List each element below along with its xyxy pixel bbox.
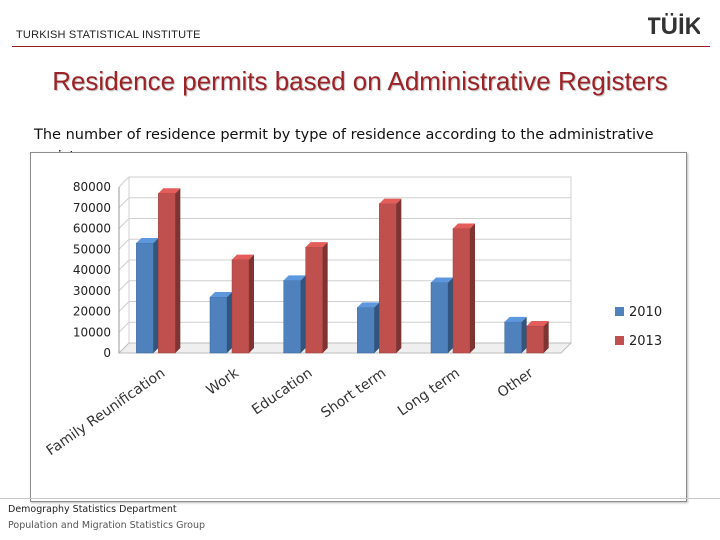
legend-swatch <box>615 307 624 316</box>
bar-top <box>136 238 159 244</box>
bar-top <box>283 275 306 281</box>
bar-side <box>396 198 402 353</box>
bar-side <box>249 254 254 353</box>
bar <box>136 242 154 354</box>
bar-top <box>526 321 549 327</box>
y-tick-label: 20000 <box>73 305 111 319</box>
y-tick-label: 30000 <box>73 284 111 298</box>
bar-side <box>521 316 527 353</box>
x-tick-label: Long term <box>395 365 463 419</box>
bar-side <box>470 223 475 353</box>
footer-group: Population and Migration Statistics Grou… <box>8 520 206 531</box>
gridline <box>118 280 571 292</box>
legend-swatch <box>615 336 624 345</box>
bar-top <box>158 188 181 194</box>
bar <box>379 203 397 354</box>
bar-top <box>305 242 328 248</box>
x-tick-label: Education <box>249 365 315 418</box>
y-tick-label: 50000 <box>73 242 111 256</box>
x-tick-label: Family Reunification <box>44 365 168 459</box>
bar-side <box>322 242 328 353</box>
page-title: Residence permits based on Administrativ… <box>52 66 668 96</box>
y-tick-label: 40000 <box>73 263 111 277</box>
bar-top <box>431 277 453 283</box>
bar-side <box>153 238 159 353</box>
bar <box>452 228 471 354</box>
bar-side <box>300 275 306 353</box>
bar <box>158 192 176 354</box>
bar <box>305 246 323 354</box>
y-tick-label: 10000 <box>73 325 111 339</box>
bar-top <box>453 223 475 229</box>
bar-side <box>175 188 181 353</box>
tuik-logo-lettering: TÜİK <box>648 13 700 40</box>
bar <box>526 325 544 354</box>
x-tick-label: Work <box>204 365 243 399</box>
legend-label: 2010 <box>629 305 662 320</box>
chart-floor <box>117 342 573 354</box>
bar-chart: 0 10000 20000 30000 40000 50000 60000 70000 8000… <box>44 176 662 459</box>
gridline <box>118 238 571 250</box>
y-tick-label: 60000 <box>73 222 111 236</box>
bar-top <box>232 254 254 260</box>
bar-top <box>357 302 380 308</box>
tuik-logo: TÜİK <box>648 13 700 40</box>
header-rule <box>12 46 710 47</box>
bar-top <box>504 316 527 322</box>
gridline <box>118 301 571 312</box>
gridline <box>118 197 571 209</box>
footer-department: Demography Statistics Department <box>8 504 177 515</box>
bar-side <box>543 321 549 353</box>
bar <box>209 296 228 354</box>
y-tick-label: 70000 <box>73 201 111 215</box>
x-tick-label: Short term <box>318 365 389 421</box>
gridline <box>118 218 571 229</box>
bar <box>504 321 522 354</box>
x-tick-label: Other <box>495 365 537 401</box>
bar <box>231 259 250 354</box>
bar <box>430 282 449 354</box>
institute-name: TURKISH STATISTICAL INSTITUTE <box>16 29 201 41</box>
y-tick-label: 80000 <box>73 180 111 194</box>
bar-side <box>374 302 380 353</box>
gridline <box>118 176 571 188</box>
gridline <box>118 321 571 333</box>
y-tick-label: 0 <box>103 346 111 360</box>
footer-rule <box>0 498 720 499</box>
bar-top <box>379 198 402 204</box>
bar <box>357 307 375 354</box>
chart-container: 0 10000 20000 30000 40000 50000 60000 70000 8000… <box>30 152 687 502</box>
bar-side <box>227 291 232 353</box>
legend-label: 2013 <box>629 334 662 349</box>
bar <box>283 280 301 354</box>
gridline <box>118 259 571 271</box>
bar-side <box>448 277 453 353</box>
bar-top <box>210 291 232 297</box>
